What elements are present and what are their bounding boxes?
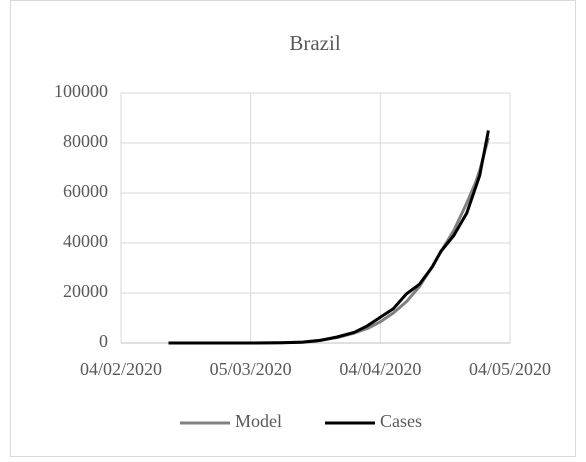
legend-label: Model (235, 411, 282, 431)
legend-label: Cases (380, 411, 422, 431)
chart-border (10, 0, 576, 457)
x-tick-label: 05/03/2020 (210, 359, 292, 379)
y-tick-label: 0 (99, 331, 108, 351)
x-tick-label: 04/04/2020 (339, 359, 421, 379)
x-tick-label: 04/02/2020 (80, 359, 162, 379)
y-tick-label: 60000 (63, 181, 108, 201)
y-tick-label: 20000 (63, 281, 108, 301)
chart-title: Brazil (289, 31, 340, 55)
y-tick-label: 80000 (63, 131, 108, 151)
series-line (168, 130, 490, 345)
x-tick-label: 04/05/2020 (469, 359, 551, 379)
y-tick-label: 40000 (63, 231, 108, 251)
y-tick-label: 100000 (54, 81, 108, 101)
